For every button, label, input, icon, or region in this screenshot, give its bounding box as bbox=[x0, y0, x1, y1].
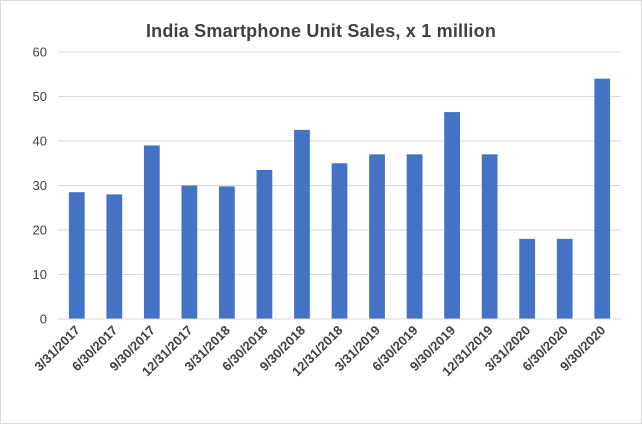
bar bbox=[556, 238, 573, 319]
bar bbox=[68, 192, 85, 319]
y-tick-label: 20 bbox=[33, 223, 47, 238]
y-tick-label: 10 bbox=[33, 267, 47, 282]
y-tick-label: 40 bbox=[33, 134, 47, 149]
y-tick-label: 30 bbox=[33, 178, 47, 193]
y-axis-ticks: 0 10 20 30 40 50 60 bbox=[33, 45, 47, 327]
bar bbox=[594, 78, 611, 319]
bar bbox=[519, 238, 536, 319]
bar bbox=[406, 154, 423, 319]
bar bbox=[331, 163, 348, 319]
bars bbox=[68, 78, 611, 319]
bar bbox=[444, 112, 460, 319]
y-tick-label: 50 bbox=[33, 89, 47, 104]
y-tick-label: 0 bbox=[40, 312, 47, 327]
bar bbox=[369, 154, 385, 319]
x-axis-labels: 3/31/20176/30/20179/30/201712/31/20173/3… bbox=[31, 323, 608, 380]
bar bbox=[106, 194, 123, 319]
bar bbox=[143, 145, 160, 319]
chart-title: India Smartphone Unit Sales, x 1 million bbox=[145, 21, 497, 41]
bar bbox=[181, 185, 198, 319]
bar bbox=[481, 154, 498, 319]
bar bbox=[294, 129, 310, 319]
bar bbox=[256, 169, 273, 319]
y-tick-label: 60 bbox=[33, 45, 47, 60]
bar bbox=[219, 186, 235, 319]
